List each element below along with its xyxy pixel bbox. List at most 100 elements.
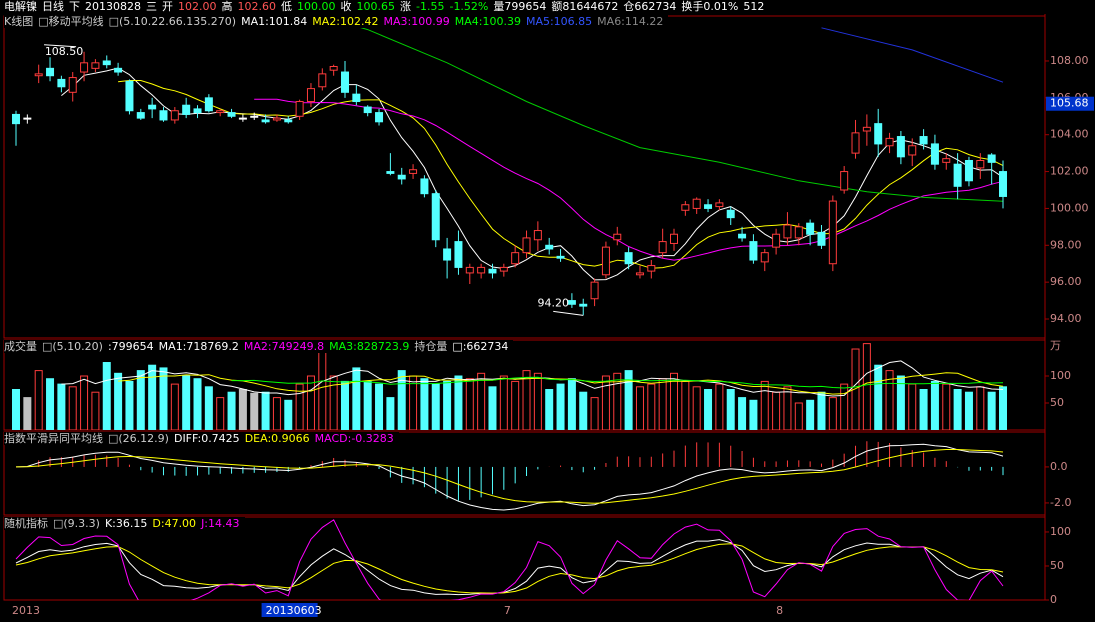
volume-bar — [828, 397, 837, 430]
volume-bar — [987, 391, 996, 430]
y-tick-label: 98.00 — [1050, 238, 1082, 251]
candle-body — [624, 252, 633, 265]
volume-bar — [68, 386, 77, 430]
last-price: 105.68 — [1050, 97, 1089, 110]
header-field: MA2:102.42 — [312, 15, 379, 28]
note-line — [553, 310, 584, 316]
volume-bar — [341, 380, 349, 430]
volume-bar — [363, 380, 372, 430]
candle-body — [715, 202, 724, 208]
header-field: K:36.15 — [104, 517, 148, 530]
volume-bar — [590, 397, 599, 430]
ma-line — [254, 98, 1004, 261]
header-field: 成交量 — [4, 340, 37, 353]
candle-body — [874, 123, 883, 145]
y-tick-label: 50 — [1050, 559, 1064, 572]
candle-body — [318, 73, 327, 88]
candle-body — [908, 145, 917, 156]
header-line: K线图 □移动平均线 □(5.10.22.66.135.270) MA1:101.84… — [4, 15, 669, 28]
header-field: 额81644672 — [551, 0, 619, 13]
candle-body — [953, 163, 962, 187]
y-tick-label: 96.00 — [1050, 275, 1082, 288]
candle-body — [420, 178, 429, 195]
y-tick-label: 0 — [1050, 593, 1057, 606]
header-field: □:662734 — [452, 340, 509, 353]
candle-body — [647, 265, 656, 272]
candle-body — [499, 266, 508, 272]
volume-bar — [851, 348, 860, 430]
volume-bar — [670, 372, 678, 430]
header-field: 仓662734 — [623, 0, 677, 13]
volume-bar — [579, 391, 588, 430]
header-field: MA1:718769.2 — [158, 340, 239, 353]
candle-body — [375, 112, 384, 123]
candle-body — [465, 266, 474, 274]
y-tick-label: 100 — [1050, 525, 1071, 538]
volume-bar — [465, 378, 474, 430]
header-line: 成交量 □(5.10.20):799654 MA1:718769.2 MA2:7492… — [4, 340, 514, 353]
volume-bar — [499, 375, 508, 430]
volume-bar — [329, 375, 338, 430]
date-label: 7 — [504, 604, 511, 617]
y-tick-label: 104.00 — [1050, 128, 1089, 141]
candle-body — [488, 268, 497, 274]
y-tick-label: 100.00 — [1050, 201, 1089, 214]
volume-bar — [681, 380, 690, 430]
candle-body — [352, 93, 361, 103]
candle-body — [193, 108, 202, 114]
header-field: 日线 — [42, 0, 64, 13]
candle-body — [91, 62, 100, 69]
y-tick-label: 50 — [1050, 396, 1064, 409]
candle-body — [704, 204, 713, 209]
candle-body — [227, 112, 236, 117]
candle-body — [658, 241, 667, 254]
volume-bar — [397, 370, 406, 430]
candle-body — [250, 115, 259, 118]
candle-body — [760, 252, 769, 263]
candle-body — [783, 224, 792, 239]
unit-label: 万 — [1050, 339, 1061, 352]
j-line — [15, 519, 1004, 600]
volume-bar — [295, 383, 304, 430]
low-note: 94.20 — [537, 296, 569, 309]
volume-bar — [738, 397, 747, 430]
date-box — [261, 603, 318, 617]
volume-bar — [409, 375, 418, 430]
volume-bar — [840, 383, 849, 430]
volume-bar — [431, 383, 440, 430]
candle-body — [136, 112, 145, 119]
volume-bar — [692, 386, 701, 430]
y-tick-label: 94.00 — [1050, 312, 1082, 325]
header-field: 持仓量 — [414, 340, 448, 353]
candle-body — [295, 101, 304, 117]
volume-bar — [930, 380, 939, 430]
volume-bar — [976, 386, 985, 430]
volume-bar — [658, 378, 667, 430]
volume-bar — [999, 386, 1007, 430]
candle-body — [579, 303, 588, 307]
dea-line — [15, 449, 1004, 504]
volume-bar — [613, 372, 622, 430]
volume-bar — [250, 392, 259, 430]
header-line: 指数平滑异同平均线 □(26.12.9) DIFF:0.7425 DEA:0.9066… — [4, 432, 399, 445]
candle-body — [522, 237, 531, 254]
header-field: MA6:114.22 — [597, 15, 664, 28]
volume-bar — [760, 380, 769, 430]
candle-body — [125, 80, 134, 112]
header-field: 指数平滑异同平均线 — [4, 432, 103, 445]
candle-body — [545, 244, 554, 250]
volume-bar — [749, 399, 758, 430]
candle-body — [851, 132, 860, 154]
candle-body — [919, 136, 928, 145]
volume-bar — [261, 391, 270, 430]
volume-bar — [919, 389, 928, 430]
volume-bar — [238, 389, 247, 430]
header-field: -1.52% — [449, 0, 489, 13]
candle-body — [23, 117, 32, 120]
candle-body — [397, 174, 406, 180]
volume-bar — [386, 397, 395, 430]
volume-bar — [182, 375, 191, 430]
ma4-line — [319, 16, 1004, 202]
volume-bar — [533, 372, 542, 430]
